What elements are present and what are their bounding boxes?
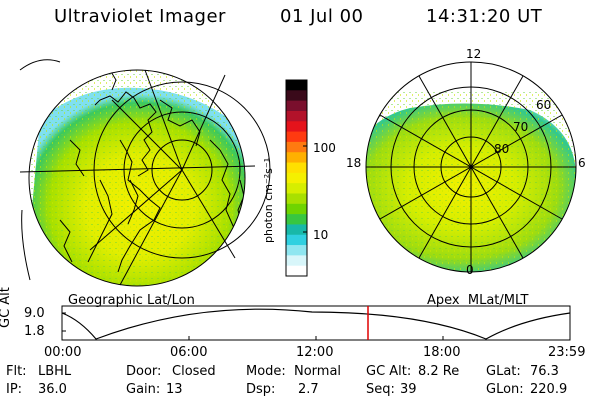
colorbar-segment xyxy=(286,183,307,194)
gain-value: 13 xyxy=(166,382,183,397)
colorbar-segment xyxy=(286,90,307,102)
mlt-label-left: 18 xyxy=(346,156,362,170)
colorbar-segment xyxy=(286,265,307,277)
right-panel-caption: Apex MLat/MLT xyxy=(427,293,529,308)
glat-label: GLat: xyxy=(486,364,521,379)
glat-value: 76.3 xyxy=(530,364,559,379)
ip-value: 36.0 xyxy=(38,382,67,397)
colorbar-segment xyxy=(286,152,307,164)
colorbar-segment xyxy=(286,234,307,246)
colorbar-segment xyxy=(286,80,307,91)
dsp-label: Dsp: xyxy=(246,382,276,397)
colorbar-unit-label: photon cm⁻²s⁻¹ xyxy=(262,157,275,243)
orbit-xtick-0600: 06:00 xyxy=(170,345,208,360)
header-time: 14:31:20 UT xyxy=(426,6,543,27)
header-date: 01 Jul 00 xyxy=(280,6,364,27)
colorbar-segment xyxy=(286,193,307,205)
glon-value: 220.9 xyxy=(530,382,568,397)
mlt-label-bottom: 0 xyxy=(466,263,474,277)
colorbar-tick-10: 10 xyxy=(313,228,329,242)
instrument-title: Ultraviolet Imager xyxy=(54,6,226,27)
colorbar-segment xyxy=(286,100,307,112)
filter-value: LBHL xyxy=(38,364,72,379)
colorbar-segment xyxy=(286,110,307,122)
orbit-ylabel: GC Alt xyxy=(0,287,13,328)
left-panel-caption: Geographic Lat/Lon xyxy=(68,293,195,308)
orbit-xtick-1800: 18:00 xyxy=(423,345,461,360)
filter-label: Flt: xyxy=(6,364,27,379)
lat-label-70: 70 xyxy=(513,120,529,134)
mode-value: Normal xyxy=(294,364,342,379)
mode-label: Mode: xyxy=(246,364,286,379)
colorbar-frame xyxy=(285,79,308,277)
orbit-curve xyxy=(61,308,571,340)
orbit-altitude-plot xyxy=(61,305,571,341)
magnetic-polar-image xyxy=(365,61,577,273)
colorbar-segment xyxy=(286,255,307,267)
colorbar-segment xyxy=(286,121,307,133)
colorbar-segment xyxy=(286,224,307,236)
orbit-xtick-0000: 00:00 xyxy=(44,345,82,360)
door-value: Closed xyxy=(172,364,216,379)
gain-label: Gain: xyxy=(126,382,161,397)
gcalt-label: GC Alt: xyxy=(366,364,412,379)
lat-label-60: 60 xyxy=(536,98,552,112)
colorbar-segment xyxy=(286,162,307,174)
geographic-image xyxy=(19,59,271,287)
color-scale-bar xyxy=(285,79,308,277)
colorbar-segment xyxy=(286,203,307,215)
colorbar-segment xyxy=(286,141,307,153)
orbit-ytick-9: 9.0 xyxy=(24,306,45,321)
gcalt-value: 8.2 Re xyxy=(418,364,460,379)
lat-label-80: 80 xyxy=(494,142,510,156)
mlt-label-top: 12 xyxy=(466,47,482,61)
ip-label: IP: xyxy=(6,382,23,397)
colorbar-segment xyxy=(286,214,307,225)
mlt-label-right: 6 xyxy=(578,156,586,170)
colorbar-segment xyxy=(286,131,307,143)
seq-value: 39 xyxy=(400,382,417,397)
colorbar-tick-100: 100 xyxy=(313,141,336,155)
orbit-xtick-2359: 23:59 xyxy=(548,345,586,360)
door-label: Door: xyxy=(126,364,162,379)
orbit-xtick-1200: 12:00 xyxy=(296,345,334,360)
colorbar-segment xyxy=(286,245,307,256)
dsp-value: 2.7 xyxy=(298,382,319,397)
seq-label: Seq: xyxy=(366,382,395,397)
colorbar-segment xyxy=(286,172,307,184)
glon-label: GLon: xyxy=(486,382,524,397)
orbit-ytick-1-8: 1.8 xyxy=(24,324,45,339)
